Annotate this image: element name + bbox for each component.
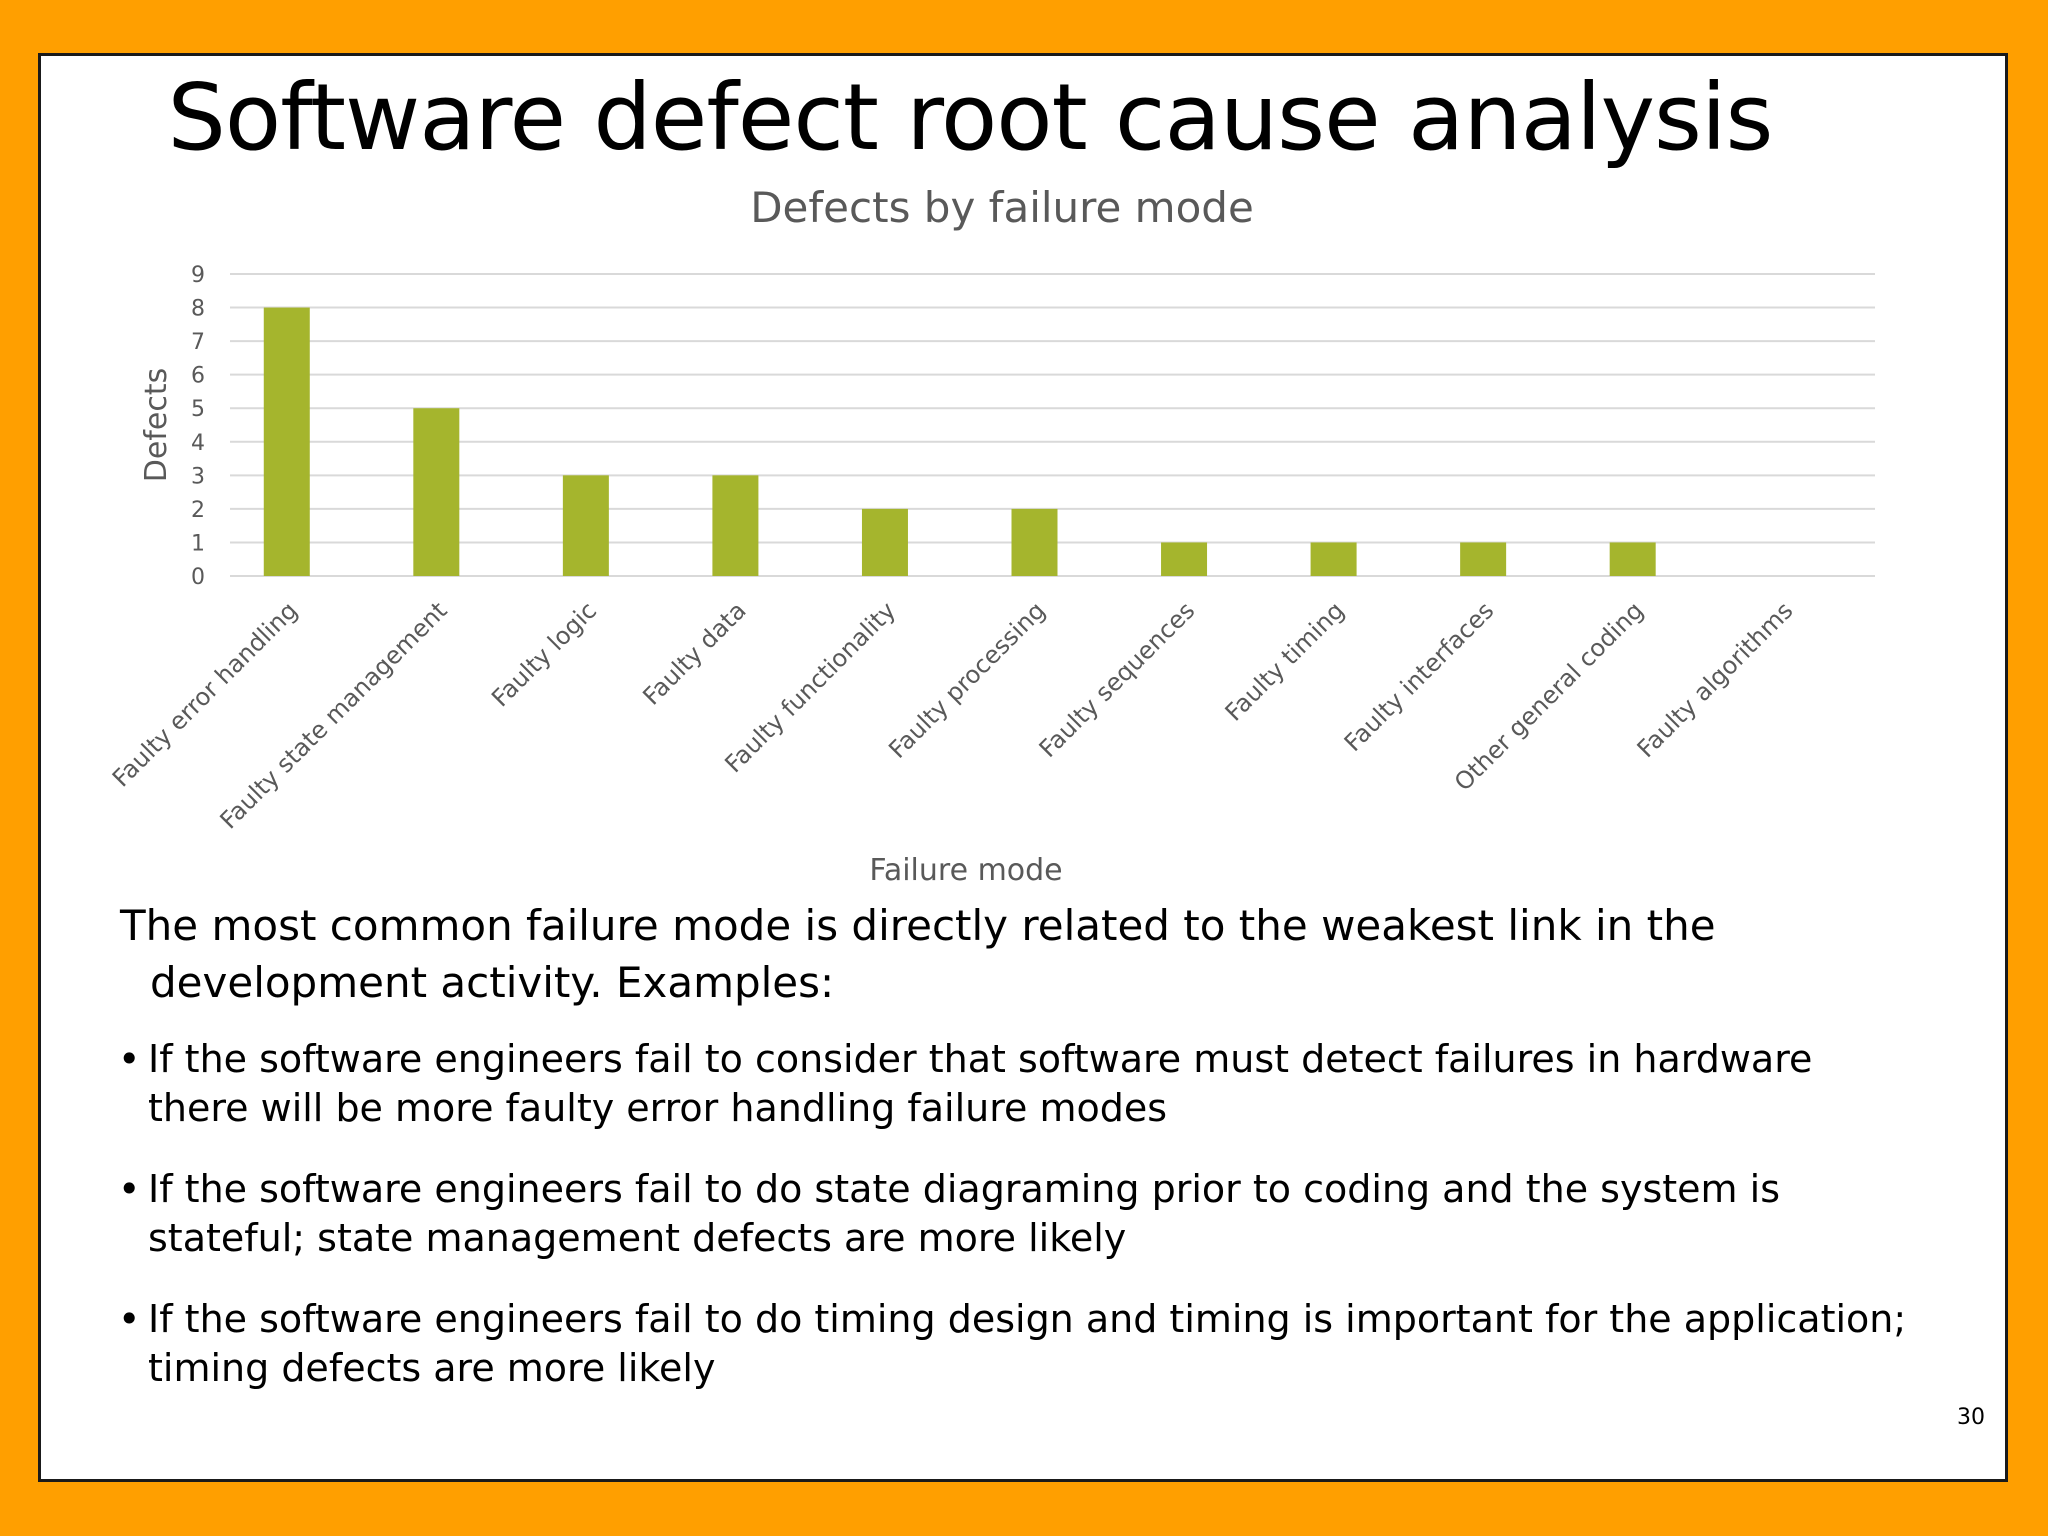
bars [263, 307, 1656, 576]
x-category-label: Faulty algorithms [1632, 596, 1799, 763]
slide-frame [38, 53, 2008, 1482]
y-tick-label: 0 [191, 565, 205, 590]
y-tick-label: 1 [191, 531, 205, 556]
bullet-glyph: • [118, 1297, 141, 1341]
bar [263, 307, 310, 576]
bar [562, 475, 609, 576]
bullet-glyph: • [118, 1167, 141, 1211]
bullet-list: • If the software engineers fail to cons… [118, 1035, 1918, 1425]
bar [712, 475, 759, 576]
bar [1460, 542, 1507, 576]
bar [861, 508, 908, 576]
x-category-label: Faulty interfaces [1339, 596, 1500, 757]
bar-chart: Defects by failure mode 0 1 2 3 4 5 6 7 8 9 Fault… [107, 183, 1875, 888]
x-category-label: Faulty logic [486, 596, 602, 712]
x-category-label: Faulty data [637, 596, 751, 710]
slide-title: Software defect root cause analysis [167, 64, 1774, 171]
y-tick-label: 5 [191, 397, 205, 422]
y-axis-title: Defects [139, 368, 174, 482]
bar [413, 408, 460, 576]
intro-paragraph: The most common failure mode is directly… [120, 901, 1716, 1007]
bar [1161, 542, 1208, 576]
bar [1011, 508, 1058, 576]
page-number: 30 [1957, 1405, 1985, 1430]
bullet-item: • If the software engineers fail to cons… [118, 1035, 1918, 1133]
y-axis-ticks: 0 1 2 3 4 5 6 7 8 9 [191, 263, 205, 590]
y-tick-label: 3 [191, 464, 205, 489]
bullet-text: If the software engineers fail to consid… [148, 1037, 1813, 1130]
x-category-label: Faulty functionality [719, 596, 901, 778]
y-tick-label: 2 [191, 498, 205, 523]
y-tick-label: 9 [191, 263, 205, 288]
bar [1609, 542, 1656, 576]
x-category-label: Faulty timing [1220, 596, 1350, 726]
y-tick-label: 7 [191, 330, 205, 355]
x-category-label: Faulty processing [883, 596, 1050, 763]
chart-title: Defects by failure mode [750, 183, 1254, 232]
bullet-item: • If the software engineers fail to do t… [118, 1295, 1918, 1393]
bullet-text: If the software engineers fail to do tim… [148, 1297, 1907, 1390]
bar [1310, 542, 1357, 576]
x-category-label: Faulty sequences [1034, 596, 1201, 763]
bullet-item: • If the software engineers fail to do s… [118, 1165, 1918, 1263]
x-axis-title: Failure mode [869, 853, 1062, 888]
y-tick-label: 6 [191, 364, 205, 389]
y-tick-label: 8 [191, 297, 205, 322]
y-tick-label: 4 [191, 431, 205, 456]
bullet-text: If the software engineers fail to do sta… [148, 1167, 1780, 1260]
bullet-glyph: • [118, 1037, 141, 1081]
